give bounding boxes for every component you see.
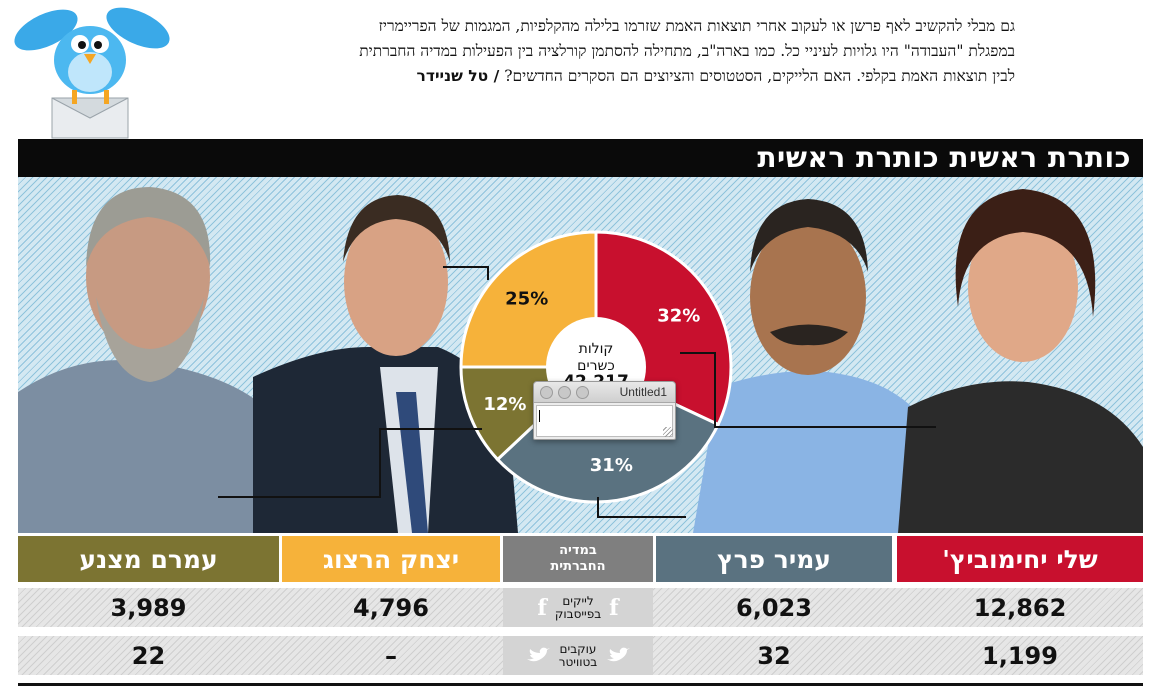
twitter-bird-icon — [607, 647, 631, 661]
main-headline-bar: כותרת ראשית כותרת ראשית — [18, 139, 1143, 177]
callout-mitzna — [218, 428, 482, 498]
slice-shelly-label: 32% — [657, 305, 700, 326]
photo-amir-peretz — [693, 199, 933, 533]
twitter-label: עוקבים בטוויטר — [558, 641, 598, 669]
slice-mitzna-label: 12% — [483, 394, 526, 415]
header-social-media: במדיה החברתית — [503, 536, 653, 582]
bottom-rule — [18, 683, 1143, 686]
tw-shelly: 1,199 — [982, 641, 1058, 670]
untitled-window[interactable]: Untitled1 — [533, 381, 676, 440]
chart-stage: 32%31%12%25%קולותכשרים42,217 — [18, 177, 1143, 533]
facebook-label-line-1: לייקים — [562, 593, 594, 608]
slice-peretz-label: 31% — [590, 455, 633, 476]
tw-herzog: – — [385, 641, 397, 670]
intro-line-2: במפגלת "העבודה" היו גלויות לעיניי כל. כמ… — [359, 42, 1015, 60]
center-label-line-1: קולות — [579, 341, 614, 357]
article-intro: גם מבלי להקשיב לאף פרשן או לעקוב אחרי תו… — [205, 14, 1015, 89]
slice-herzog-label: 25% — [505, 289, 548, 310]
window-close-button[interactable] — [540, 386, 553, 399]
fb-mitzna: 3,989 — [110, 593, 187, 622]
tw-mitzna: 22 — [131, 641, 166, 670]
twitter-bird-icon-left — [526, 647, 550, 661]
header-amir-peretz: עמיר פרץ — [656, 536, 892, 582]
twitter-label-cell: עוקבים בטוויטר — [503, 636, 653, 675]
facebook-label-cell: f לייקים בפייסבוק f — [503, 588, 653, 627]
photo-amram-mitzna — [18, 187, 288, 533]
fb-peretz: 6,023 — [736, 593, 812, 622]
window-zoom-button[interactable] — [576, 386, 589, 399]
facebook-row: 12,862 6,023 f לייקים בפייסבוק f 4,796 3… — [18, 588, 1143, 627]
center-label-line-2: כשרים — [577, 358, 615, 374]
facebook-label: לייקים בפייסבוק — [554, 593, 602, 621]
byline: / טל שניידר — [416, 67, 500, 85]
callout-herzog — [443, 266, 489, 280]
intro-line-1: גם מבלי להקשיב לאף פרשן או לעקוב אחרי תו… — [378, 17, 1015, 35]
window-title: Untitled1 — [619, 385, 667, 399]
pie-chart: 32%31%12%25%קולותכשרים42,217 — [459, 230, 733, 504]
facebook-icon: f — [609, 594, 619, 621]
callout-shelly — [680, 352, 936, 428]
window-titlebar[interactable]: Untitled1 — [534, 382, 675, 403]
intro-line-3: לבין תוצאות האמת בקלפי. האם הלייקים, הסט… — [205, 64, 1015, 89]
window-text-area[interactable] — [536, 405, 673, 437]
twitter-label-line-1: עוקבים — [559, 641, 597, 656]
fb-shelly: 12,862 — [973, 593, 1067, 622]
header-amram-mitzna: עמרם מצנע — [18, 536, 279, 582]
tw-peretz: 32 — [757, 641, 791, 670]
callout-lines — [218, 266, 936, 518]
facebook-icon-left: f — [537, 594, 547, 621]
header-shelly-yachimovich: שלי יחימוביץ' — [897, 536, 1143, 582]
facebook-label-line-2: בפייסבוק — [554, 606, 602, 621]
intro-line-3-text: לבין תוצאות האמת בקלפי. האם הלייקים, הסט… — [504, 67, 1015, 85]
text-caret — [539, 410, 540, 422]
twitter-bird-illustration — [14, 7, 170, 139]
twitter-row: 1,199 32 עוקבים בטוויטר – 22 — [18, 636, 1143, 675]
callout-peretz — [597, 497, 686, 518]
pie-chart-figure: 32%31%12%25%קולותכשרים42,217 — [18, 187, 1143, 533]
twitter-label-line-2: בטוויטר — [558, 654, 598, 669]
resize-grip-icon[interactable] — [663, 427, 673, 437]
header-isaac-herzog: יצחק הרצוג — [282, 536, 500, 582]
photo-isaac-herzog — [253, 195, 518, 533]
social-media-line-2: החברתית — [550, 559, 606, 574]
main-headline: כותרת ראשית כותרת ראשית — [757, 141, 1131, 174]
window-minimize-button[interactable] — [558, 386, 571, 399]
fb-herzog: 4,796 — [353, 593, 429, 622]
photo-shelly-yachimovich — [898, 189, 1143, 533]
social-media-line-1: במדיה — [559, 543, 597, 558]
